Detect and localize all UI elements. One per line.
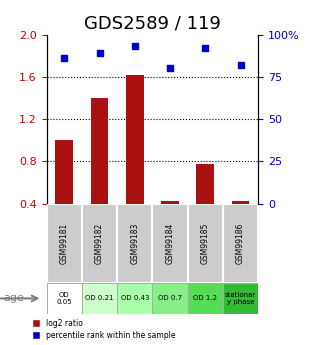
Bar bbox=[47, 283, 82, 314]
Legend: log2 ratio, percentile rank within the sample: log2 ratio, percentile rank within the s… bbox=[29, 319, 176, 340]
Bar bbox=[188, 283, 223, 314]
Text: GSM99182: GSM99182 bbox=[95, 223, 104, 264]
Text: stationar
y phase: stationar y phase bbox=[225, 292, 256, 305]
Bar bbox=[55, 140, 73, 204]
Point bbox=[97, 50, 102, 56]
Bar bbox=[47, 204, 82, 283]
Bar bbox=[223, 283, 258, 314]
Bar bbox=[161, 201, 179, 204]
Point bbox=[238, 62, 243, 68]
Text: OD 0.7: OD 0.7 bbox=[158, 295, 182, 302]
Text: GSM99181: GSM99181 bbox=[60, 223, 69, 264]
Bar bbox=[91, 98, 108, 204]
Bar bbox=[197, 165, 214, 204]
Bar bbox=[152, 283, 188, 314]
Bar bbox=[117, 204, 152, 283]
Bar bbox=[117, 283, 152, 314]
Bar bbox=[126, 75, 144, 204]
Text: OD 1.2: OD 1.2 bbox=[193, 295, 217, 302]
Bar bbox=[232, 201, 249, 204]
Point bbox=[62, 56, 67, 61]
Bar bbox=[223, 204, 258, 283]
Point bbox=[203, 45, 208, 51]
Title: GDS2589 / 119: GDS2589 / 119 bbox=[84, 15, 221, 33]
Point bbox=[168, 66, 173, 71]
Bar bbox=[188, 204, 223, 283]
Text: OD 0.43: OD 0.43 bbox=[121, 295, 149, 302]
Text: GSM99185: GSM99185 bbox=[201, 223, 210, 264]
Text: GSM99186: GSM99186 bbox=[236, 223, 245, 264]
Text: GSM99183: GSM99183 bbox=[130, 223, 139, 264]
Text: GSM99184: GSM99184 bbox=[165, 223, 174, 264]
Bar bbox=[82, 204, 117, 283]
Text: age: age bbox=[3, 294, 24, 303]
Point bbox=[132, 43, 137, 49]
Text: OD
0.05: OD 0.05 bbox=[57, 292, 72, 305]
Bar bbox=[152, 204, 188, 283]
Text: OD 0.21: OD 0.21 bbox=[85, 295, 114, 302]
Bar bbox=[82, 283, 117, 314]
